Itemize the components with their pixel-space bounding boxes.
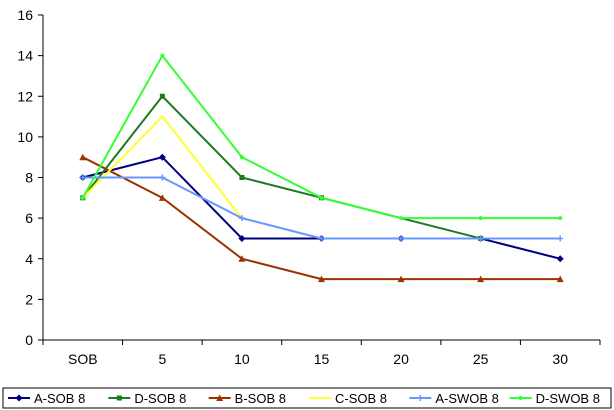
data-point: [116, 395, 122, 401]
data-point: [80, 195, 85, 200]
legend-item: C-SOB 8: [309, 391, 387, 406]
data-point: [159, 93, 165, 99]
data-point: [216, 394, 224, 401]
legend-box: [2, 387, 612, 409]
data-point: [159, 174, 166, 181]
series-a-sob-8: [79, 153, 564, 263]
y-tick-label: 6: [25, 210, 33, 226]
data-point: [556, 255, 564, 263]
data-point: [319, 195, 324, 200]
y-tick-label: 16: [17, 7, 33, 23]
legend: A-SOB 8 D-SOB 8 B-SOB 8 C-SOB 8 A-SWOB 8 D-SW…: [2, 387, 612, 409]
legend-label: D-SOB 8: [134, 391, 186, 406]
x-tick-label: SOB: [68, 351, 98, 367]
legend-label: B-SOB 8: [235, 391, 286, 406]
legend-item: D-SWOB 8: [509, 391, 600, 406]
series-a-swob-8: [79, 174, 564, 242]
data-point: [417, 395, 424, 401]
y-tick-label: 8: [25, 170, 33, 186]
x-axis: SOB 5 10 15 20 25 30: [42, 339, 601, 367]
data-point: [15, 394, 23, 402]
series-c-sob-8: [82, 115, 243, 219]
legend-item: A-SWOB 8: [409, 391, 499, 406]
data-point: [557, 235, 564, 242]
y-tick-label: 0: [25, 332, 33, 348]
data-point: [318, 275, 325, 283]
y-tick-label: 2: [25, 291, 33, 307]
series-line: [82, 115, 243, 219]
y-tick-label: 10: [17, 129, 33, 145]
legend-label: A-SWOB 8: [435, 391, 499, 406]
y-tick-label: 12: [17, 88, 33, 104]
data-point: [558, 216, 563, 221]
data-point: [239, 155, 244, 160]
legend-label: A-SOB 8: [34, 391, 85, 406]
legend-item: D-SOB 8: [108, 391, 186, 406]
data-point: [478, 216, 483, 221]
data-point: [238, 215, 245, 222]
data-point: [158, 153, 166, 161]
series-lines: [79, 53, 564, 283]
x-tick-label: 30: [552, 351, 568, 367]
data-point: [399, 216, 404, 221]
data-point: [518, 396, 523, 400]
x-tick-label: 5: [158, 351, 166, 367]
data-point: [318, 235, 325, 242]
series-d-swob-8: [80, 53, 563, 221]
data-point: [556, 275, 564, 283]
x-tick-label: 10: [234, 351, 250, 367]
data-point: [158, 194, 166, 201]
data-point: [477, 235, 484, 242]
data-point: [398, 235, 405, 242]
data-point: [79, 153, 87, 161]
x-tick-label: 15: [314, 351, 330, 367]
legend-item: B-SOB 8: [208, 391, 286, 406]
data-point: [238, 255, 246, 262]
data-point: [238, 234, 246, 242]
y-axis: 0 2 4 6 8 10 12 14 16: [17, 7, 44, 348]
data-point: [160, 53, 165, 58]
x-tick-label: 25: [473, 351, 489, 367]
legend-item: A-SOB 8: [8, 391, 85, 406]
x-tick-label: 20: [393, 351, 409, 367]
legend-label: C-SOB 8: [335, 391, 387, 406]
series-line: [82, 176, 561, 240]
data-point: [397, 275, 405, 283]
y-tick-label: 4: [25, 251, 33, 267]
data-point: [79, 174, 86, 181]
series-line: [81, 94, 481, 240]
series-b-sob-8: [79, 153, 564, 283]
data-point: [239, 175, 245, 180]
y-tick-label: 14: [17, 48, 33, 64]
series-line: [82, 156, 561, 260]
legend-label: D-SWOB 8: [536, 391, 600, 406]
data-point: [477, 275, 485, 283]
